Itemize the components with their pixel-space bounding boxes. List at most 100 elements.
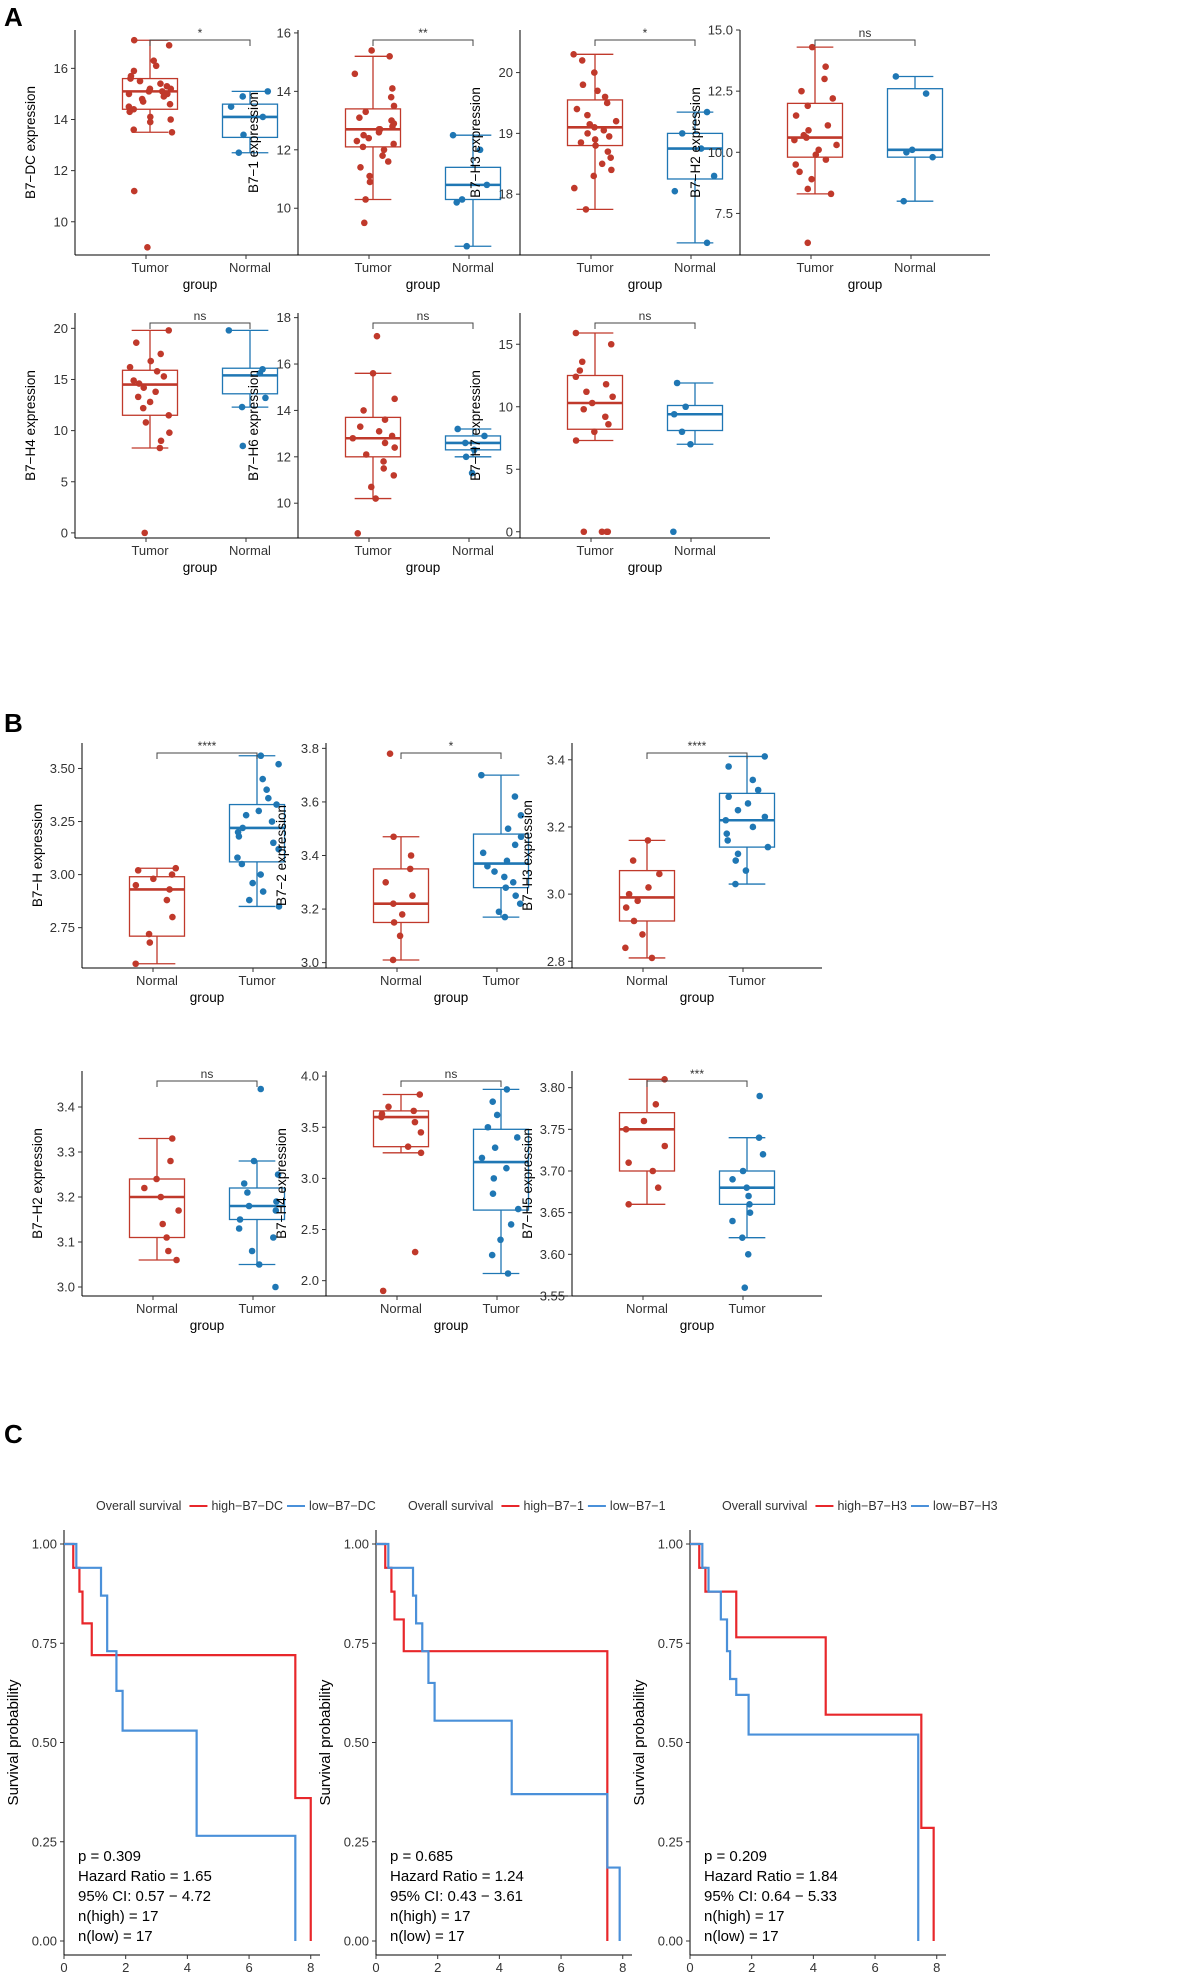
data-point <box>250 1157 258 1165</box>
data-point <box>132 881 140 889</box>
data-point <box>605 133 613 140</box>
data-point <box>625 890 633 898</box>
y-tick-label: 3.2 <box>547 819 565 834</box>
boxplot-6: 0 5 10 15 B7−H7 expression group Tumor Normal ns <box>468 309 770 575</box>
data-point <box>410 1107 418 1115</box>
data-point <box>833 141 840 149</box>
data-point <box>389 123 396 130</box>
y-tick-label: 5 <box>61 474 68 489</box>
significance-label: ns <box>417 309 430 323</box>
data-point <box>729 1217 736 1225</box>
data-point <box>661 1076 668 1083</box>
significance-label: ns <box>639 309 652 323</box>
x-axis-label: group <box>628 560 663 575</box>
boxplot-0: 10 12 14 16 B7−DC expression group Tumor Normal… <box>23 26 325 292</box>
data-point <box>576 367 584 374</box>
y-axis-label: B7−H4 expression <box>274 1128 289 1239</box>
data-point <box>507 1221 515 1228</box>
data-point <box>622 1126 630 1133</box>
data-point <box>504 825 512 833</box>
y-tick-label: 14 <box>277 403 291 418</box>
y-tick-label: 3.1 <box>57 1235 75 1250</box>
data-point <box>417 1129 425 1136</box>
x-tick-label: 2 <box>434 1960 441 1975</box>
data-point <box>163 1234 170 1241</box>
box-iqr <box>372 1110 430 1148</box>
data-point <box>168 871 176 878</box>
y-tick-label: 3.50 <box>50 761 75 776</box>
x-tick-label: Tumor <box>482 1301 520 1316</box>
box-iqr <box>666 132 724 180</box>
data-point <box>244 1189 251 1196</box>
data-point <box>135 380 143 387</box>
data-point <box>591 69 598 76</box>
data-point <box>375 427 383 435</box>
data-point <box>152 62 160 70</box>
data-point <box>739 1167 747 1175</box>
data-point <box>734 850 742 858</box>
x-tick-label: Tumor <box>131 543 169 558</box>
significance-label: **** <box>688 739 707 753</box>
y-tick-label: 3.75 <box>540 1122 565 1137</box>
box-iqr <box>472 833 530 889</box>
x-axis-label: group <box>190 1318 225 1333</box>
data-point <box>648 954 656 962</box>
data-point <box>759 1151 767 1158</box>
data-point <box>390 140 397 148</box>
data-point <box>732 857 740 864</box>
data-point <box>378 1113 385 1121</box>
data-point <box>572 329 580 337</box>
data-point <box>607 154 614 162</box>
x-tick-label: 6 <box>871 1960 878 1975</box>
data-point <box>682 403 689 411</box>
data-point <box>754 786 762 794</box>
legend-entry: high−B7−DC <box>211 1499 283 1513</box>
x-tick-label: Normal <box>380 1301 422 1316</box>
stats-annotation: 95% CI: 0.43 − 3.61 <box>390 1888 523 1905</box>
y-tick-label: 0.00 <box>344 1934 369 1949</box>
stats-annotation: 95% CI: 0.64 − 5.33 <box>704 1888 837 1905</box>
boxplot-9: 2.8 3.0 3.2 3.4 B7−H3 expression group Normal T… <box>520 739 822 1005</box>
data-point <box>238 403 246 411</box>
data-point <box>821 75 828 83</box>
data-point <box>488 1251 496 1259</box>
y-axis-label: B7−2 expression <box>274 805 289 906</box>
y-tick-label: 10 <box>277 496 291 511</box>
data-point <box>805 126 812 134</box>
data-point <box>744 1251 752 1258</box>
x-axis-label: group <box>680 990 715 1005</box>
significance-bracket <box>646 1080 748 1087</box>
data-point <box>504 1270 512 1277</box>
y-tick-label: 12.5 <box>708 84 733 99</box>
data-point <box>411 1118 419 1126</box>
data-point <box>824 122 832 129</box>
x-tick-label: Normal <box>136 973 178 988</box>
x-tick-label: Normal <box>674 260 716 275</box>
y-axis-label: Survival probability <box>631 1679 648 1805</box>
data-point <box>398 911 406 918</box>
data-point <box>168 1135 176 1142</box>
y-axis-label: B7−DC expression <box>23 86 38 199</box>
data-point <box>167 85 175 93</box>
y-tick-label: 1.00 <box>32 1537 57 1552</box>
box-iqr <box>618 1112 676 1172</box>
data-point <box>239 442 247 450</box>
data-point <box>150 875 157 883</box>
box-iqr <box>228 803 286 863</box>
data-point <box>503 1086 511 1093</box>
data-point <box>357 164 364 171</box>
data-point <box>389 956 397 964</box>
data-point <box>497 1236 504 1244</box>
legend-title: Overall survival <box>96 1499 181 1513</box>
x-tick-label: Tumor <box>796 260 834 275</box>
data-point <box>255 807 263 815</box>
data-point <box>372 495 379 502</box>
data-point <box>156 444 164 452</box>
significance-label: * <box>643 26 648 40</box>
data-point <box>661 1142 669 1150</box>
data-point <box>578 57 586 64</box>
data-point <box>386 52 393 60</box>
data-point <box>804 102 812 110</box>
data-point <box>274 1171 282 1178</box>
x-axis-label: group <box>628 277 663 292</box>
